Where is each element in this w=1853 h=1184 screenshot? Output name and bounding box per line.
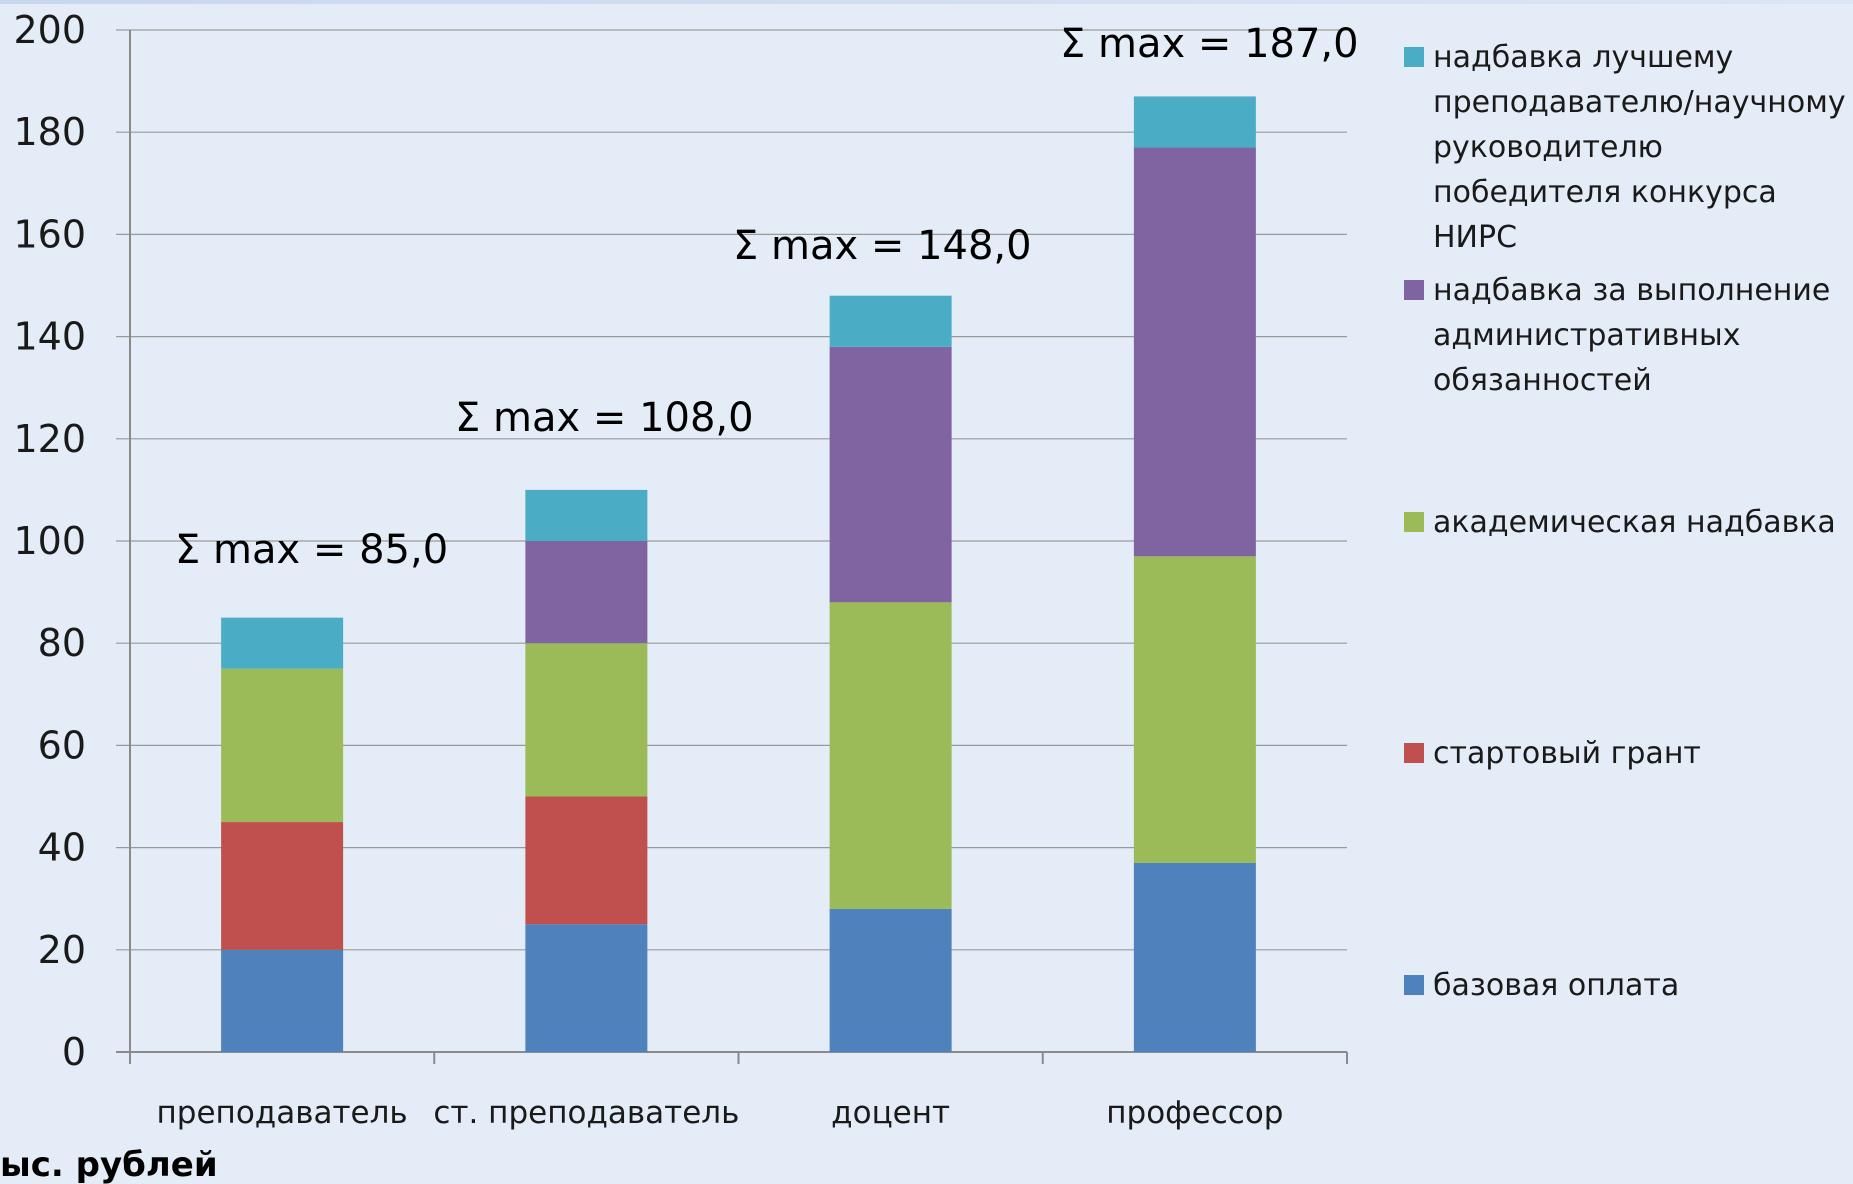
legend-entry: базовая оплата xyxy=(1433,968,1679,1003)
bar-segment xyxy=(1134,148,1256,557)
x-category-label: преподаватель xyxy=(157,1095,408,1131)
legend-entry: надбавка за выполнение административных об… xyxy=(1433,273,1830,398)
bar-segment xyxy=(525,797,647,925)
y-tick-label: 180 xyxy=(13,110,86,154)
bar-segment xyxy=(221,822,343,950)
legend-entry: стартовый грант xyxy=(1433,736,1701,771)
legend-swatch xyxy=(1404,280,1424,300)
bar-segment xyxy=(830,602,952,909)
sum-annotation: Σ max = 187,0 xyxy=(1060,21,1359,67)
legend-entry: академическая надбавка xyxy=(1433,505,1836,540)
bar-segment xyxy=(830,909,952,1052)
y-tick-label: 80 xyxy=(38,621,86,665)
legend-swatch xyxy=(1404,512,1424,532)
x-category-label: профессор xyxy=(1106,1095,1283,1131)
y-tick-label: 160 xyxy=(13,212,86,256)
legend-swatch xyxy=(1404,975,1424,995)
legend-entry: надбавка лучшему преподавателю/научному ру… xyxy=(1433,40,1846,255)
y-tick-label: 40 xyxy=(38,826,86,870)
bar-segment xyxy=(830,347,952,603)
y-tick-label: 20 xyxy=(38,928,86,972)
bar-segment xyxy=(1134,556,1256,863)
y-tick-label: 100 xyxy=(13,519,86,563)
bar-segment xyxy=(1134,96,1256,147)
bar-segment xyxy=(525,643,647,796)
sum-annotation: Σ max = 108,0 xyxy=(455,395,754,441)
bar-segment xyxy=(221,618,343,669)
bar-segment xyxy=(221,669,343,822)
bar-segment xyxy=(221,950,343,1052)
bar-segment xyxy=(830,296,952,347)
sum-annotation: Σ max = 85,0 xyxy=(175,527,448,573)
y-tick-label: 120 xyxy=(13,417,86,461)
legend-swatch xyxy=(1404,743,1424,763)
sum-annotation: Σ max = 148,0 xyxy=(733,223,1032,269)
bar-segment xyxy=(525,490,647,541)
bar-segment xyxy=(1134,863,1256,1052)
x-category-label: ст. преподаватель xyxy=(433,1095,739,1131)
y-tick-label: 200 xyxy=(13,8,86,52)
x-category-label: доцент xyxy=(831,1095,950,1131)
bar-segment xyxy=(525,541,647,643)
y-tick-label: 0 xyxy=(62,1030,86,1074)
y-tick-label: 140 xyxy=(13,315,86,359)
unit-label: ыс. рублей xyxy=(0,1145,218,1184)
bar-segment xyxy=(525,924,647,1052)
legend-swatch xyxy=(1404,47,1424,67)
y-tick-label: 60 xyxy=(38,723,86,767)
